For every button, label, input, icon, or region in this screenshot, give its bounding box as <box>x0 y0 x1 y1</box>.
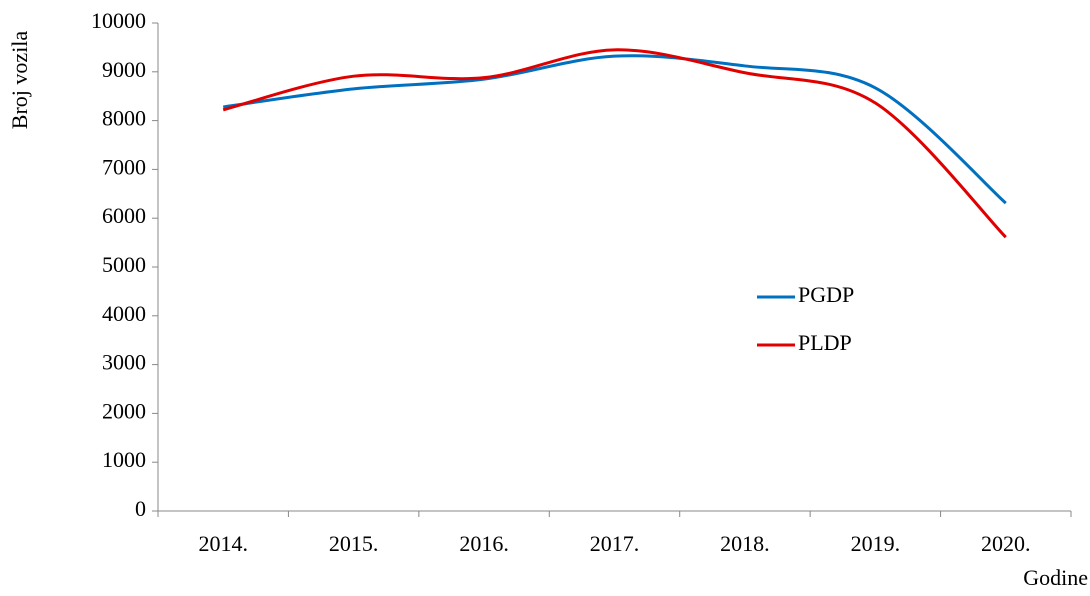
y-tick-label: 10000 <box>91 8 146 33</box>
y-axis-label: Broj vozila <box>7 31 32 130</box>
x-tick-label: 2017. <box>590 531 640 556</box>
y-tick-label: 5000 <box>102 252 146 277</box>
y-tick-label: 3000 <box>102 350 146 375</box>
y-tick-label: 6000 <box>102 203 146 228</box>
x-tick-label: 2015. <box>329 531 379 556</box>
line-series <box>223 54 1007 205</box>
legend-label: PLDP <box>798 330 852 355</box>
y-tick-label: 9000 <box>102 57 146 82</box>
x-tick-label: 2016. <box>459 531 509 556</box>
x-axis-label: Godine <box>1023 565 1088 590</box>
y-tick-label: 1000 <box>102 447 146 472</box>
x-tick-label: 2019. <box>851 531 901 556</box>
y-tick-label: 2000 <box>102 398 146 423</box>
y-tick-label: 4000 <box>102 301 146 326</box>
y-tick-label: 0 <box>135 496 146 521</box>
x-tick-label: 2018. <box>720 531 770 556</box>
legend-label: PGDP <box>798 282 854 307</box>
y-tick-label: 7000 <box>102 154 146 179</box>
y-tick-label: 8000 <box>102 106 146 131</box>
x-tick-label: 2014. <box>198 531 248 556</box>
x-tick-label: 2020. <box>981 531 1031 556</box>
line-series <box>222 48 1007 239</box>
